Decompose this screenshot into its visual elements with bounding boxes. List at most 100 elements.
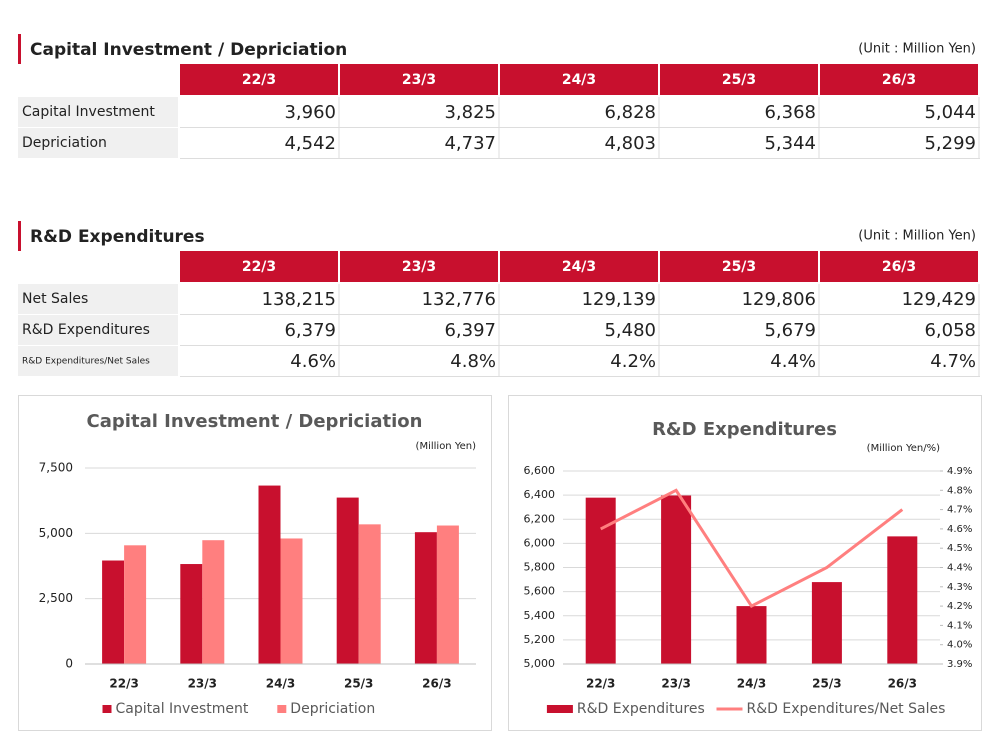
legend-label: R&D Expenditures/Net Sales — [747, 701, 946, 717]
y2-tick-label: 3.9% — [947, 659, 972, 670]
bar — [180, 564, 203, 664]
bar — [887, 536, 918, 664]
legend-label: Capital Investment — [116, 701, 249, 717]
row-label-cell — [18, 346, 178, 376]
column-header: 26/3 — [882, 72, 916, 88]
y-tick-label: 5,600 — [524, 585, 556, 598]
row-label: Capital Investment — [22, 104, 155, 120]
x-tick-label: 24/3 — [737, 677, 766, 691]
y2-tick-label: 4.3% — [947, 582, 972, 593]
cell-value: 3,960 — [284, 102, 336, 123]
header-cell — [500, 251, 658, 282]
bar — [358, 524, 381, 664]
y2-tick-label: 4.8% — [947, 485, 972, 496]
cell-value: 6,368 — [764, 102, 816, 123]
header-cell — [340, 64, 498, 95]
bar — [436, 525, 459, 664]
unit-label: (Million Yen) — [416, 441, 477, 452]
y-tick-label: 2,500 — [39, 591, 73, 605]
column-header: 24/3 — [562, 259, 596, 275]
y2-tick-label: 4.1% — [947, 620, 972, 631]
cell-value: 132,776 — [422, 289, 496, 310]
bar — [280, 538, 303, 664]
row-label: R&D Expenditures/Net Sales — [22, 357, 150, 367]
bar — [202, 540, 225, 664]
bar — [124, 545, 147, 664]
header-cell — [340, 251, 498, 282]
bar — [811, 582, 842, 664]
row-label-cell — [18, 128, 178, 158]
cell-value: 4,542 — [284, 133, 336, 154]
cell-value: 5,044 — [924, 102, 976, 123]
cell-value: 129,429 — [902, 289, 976, 310]
y-tick-label: 6,400 — [524, 488, 556, 501]
y-tick-label: 6,000 — [524, 536, 556, 549]
section-marker — [18, 221, 21, 251]
cell-value: 6,828 — [604, 102, 656, 123]
x-tick-label: 23/3 — [188, 677, 217, 691]
cell-value: 129,806 — [742, 289, 816, 310]
column-header: 23/3 — [402, 259, 436, 275]
row-label: Depriciation — [22, 135, 107, 151]
column-header: 25/3 — [722, 72, 756, 88]
legend-swatch — [277, 705, 287, 713]
bar — [258, 485, 281, 664]
y-tick-label: 5,800 — [524, 561, 556, 574]
y-tick-label: 5,400 — [524, 609, 556, 622]
cell-value: 4,803 — [604, 133, 656, 154]
cell-value: 4.7% — [930, 351, 976, 372]
unit-label: (Unit : Million Yen) — [858, 229, 976, 244]
header-cell — [180, 251, 338, 282]
unit-label: (Unit : Million Yen) — [858, 42, 976, 57]
row-label-cell — [18, 97, 178, 127]
row-label: Net Sales — [22, 291, 88, 307]
header-cell — [820, 64, 978, 95]
y-tick-label: 6,600 — [524, 464, 556, 477]
y-tick-label: 5,200 — [524, 633, 556, 646]
cell-value: 138,215 — [262, 289, 336, 310]
header-cell — [660, 64, 818, 95]
cell-value: 6,058 — [924, 320, 976, 341]
y2-tick-label: 4.6% — [947, 524, 972, 535]
chart-title: R&D Expenditures — [652, 419, 837, 440]
column-header: 23/3 — [402, 72, 436, 88]
y-tick-label: 0 — [65, 657, 73, 671]
column-header: 22/3 — [242, 259, 276, 275]
cell-value: 4.8% — [450, 351, 496, 372]
cell-value: 4.4% — [770, 351, 816, 372]
row-label-cell — [18, 284, 178, 314]
y-tick-label: 6,200 — [524, 512, 556, 525]
x-tick-label: 26/3 — [888, 677, 917, 691]
cell-value: 4.6% — [290, 351, 336, 372]
row-label-cell — [18, 315, 178, 345]
x-tick-label: 22/3 — [109, 677, 138, 691]
x-tick-label: 23/3 — [661, 677, 690, 691]
cell-value: 3,825 — [444, 102, 496, 123]
cell-value: 6,397 — [444, 320, 496, 341]
cell-value: 129,139 — [582, 289, 656, 310]
row-label: R&D Expenditures — [22, 322, 150, 338]
cell-value: 5,299 — [924, 133, 976, 154]
section-title: R&D Expenditures — [30, 227, 205, 247]
bar — [102, 560, 125, 664]
column-header: 22/3 — [242, 72, 276, 88]
y2-tick-label: 4.9% — [947, 466, 972, 477]
cell-value: 5,679 — [764, 320, 816, 341]
unit-label: (Million Yen/%) — [867, 443, 940, 454]
cell-value: 6,379 — [284, 320, 336, 341]
header-cell — [820, 251, 978, 282]
y2-tick-label: 4.5% — [947, 543, 972, 554]
chart-panel — [18, 395, 492, 731]
y2-tick-label: 4.2% — [947, 601, 972, 612]
cell-value: 4.2% — [610, 351, 656, 372]
bar — [414, 532, 437, 664]
chart-title: Capital Investment / Depriciation — [87, 411, 423, 432]
header-cell — [500, 64, 658, 95]
column-header: 24/3 — [562, 72, 596, 88]
y2-tick-label: 4.4% — [947, 563, 972, 574]
legend-label: Depriciation — [290, 701, 375, 717]
column-header: 26/3 — [882, 259, 916, 275]
y-tick-label: 7,500 — [39, 461, 73, 475]
header-cell — [660, 251, 818, 282]
